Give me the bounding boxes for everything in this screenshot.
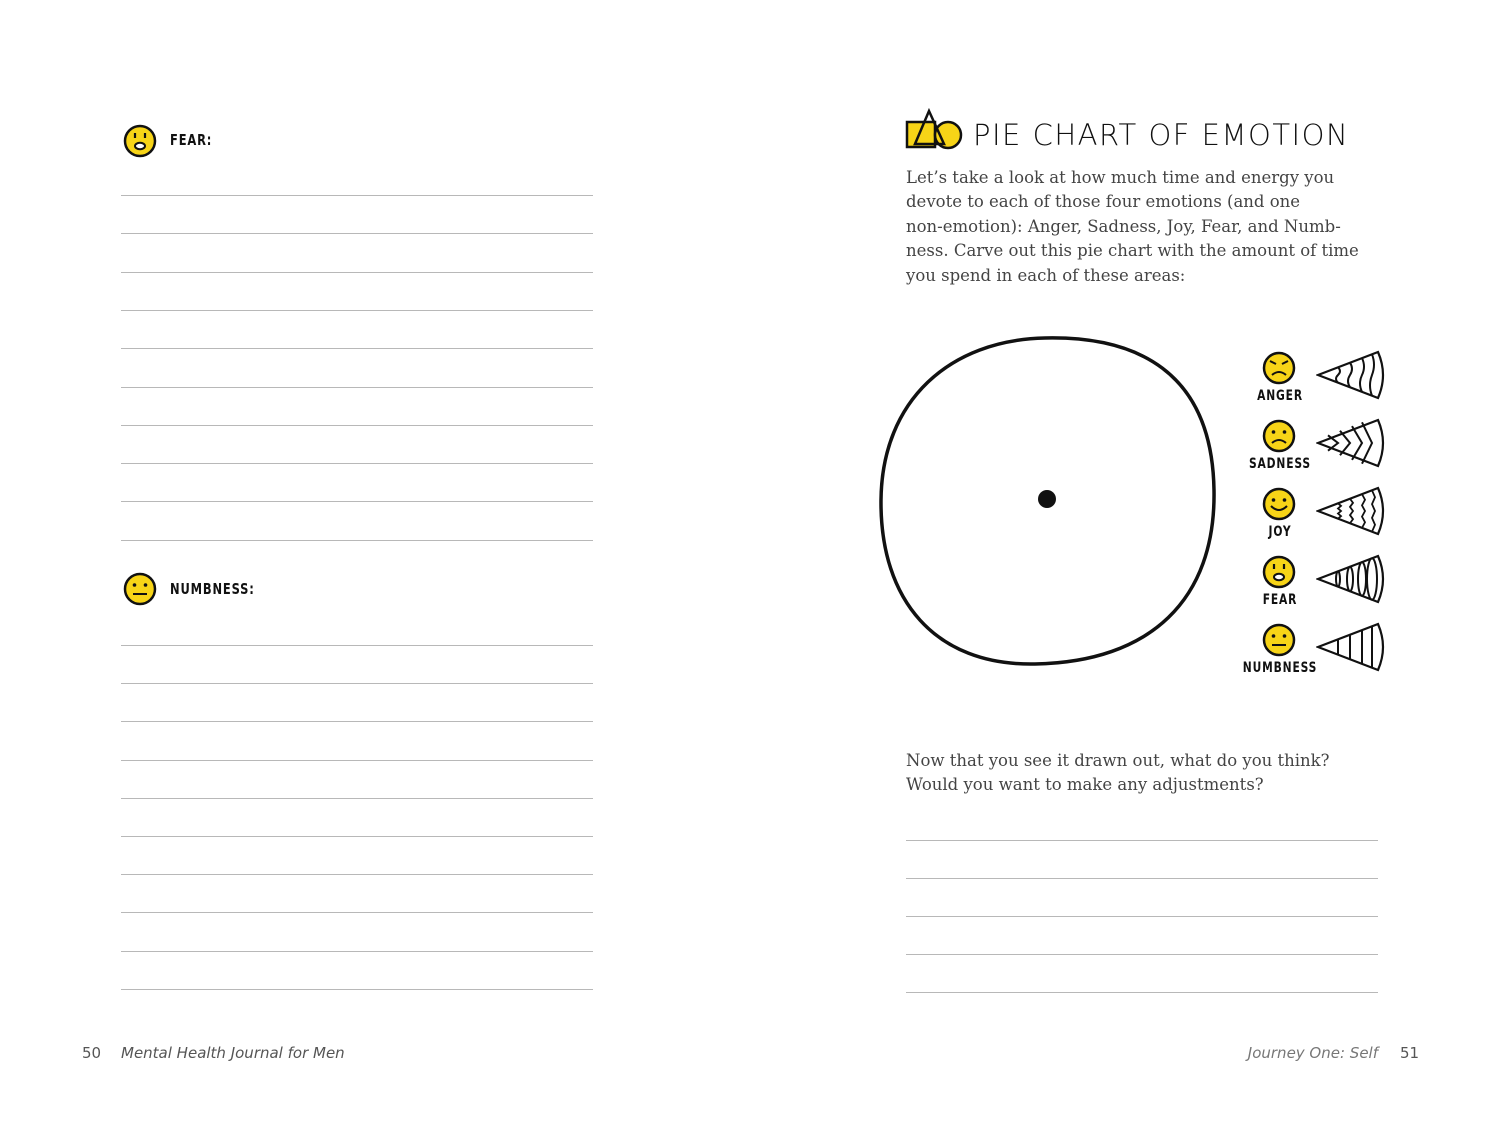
happy-face-icon — [1262, 487, 1296, 521]
section-label-numbness: NUMBNESS: — [170, 580, 255, 598]
intro-paragraph: Let’s take a look at how much time and e… — [906, 166, 1359, 288]
ovals-wedge-icon — [1316, 554, 1385, 604]
writing-line[interactable] — [121, 645, 593, 646]
numbness-face-icon — [1262, 623, 1296, 657]
writing-line[interactable] — [906, 878, 1378, 879]
writing-line[interactable] — [121, 912, 593, 913]
writing-line[interactable] — [121, 425, 593, 426]
text-line: non-emotion): Anger, Sadness, Joy, Fear,… — [906, 216, 1341, 236]
shapes-icon — [905, 108, 963, 150]
legend-label: FEAR — [1262, 592, 1298, 608]
chapter-title: Journey One: Self — [1247, 1044, 1378, 1062]
text-line: ness. Carve out this pie chart with the … — [906, 241, 1359, 261]
angry-face-icon — [1262, 351, 1296, 385]
text-line: Let’s take a look at how much time and e… — [906, 168, 1335, 187]
legend-label: SADNESS — [1248, 456, 1311, 472]
writing-line[interactable] — [121, 989, 593, 990]
wavy-lines-wedge-icon — [1316, 350, 1385, 400]
writing-line[interactable] — [121, 760, 593, 761]
page-number-right: 51 — [1400, 1044, 1420, 1062]
legend-label: JOY — [1268, 524, 1292, 540]
page-number-left: 50 — [82, 1044, 102, 1062]
writing-line[interactable] — [121, 540, 593, 541]
book-title: Mental Health Journal for Men — [121, 1044, 345, 1062]
writing-line[interactable] — [121, 348, 593, 349]
section-label-fear: FEAR: — [170, 131, 213, 149]
writing-line[interactable] — [121, 501, 593, 502]
squiggle-lines-wedge-icon — [1316, 486, 1385, 536]
writing-line[interactable] — [121, 836, 593, 837]
writing-line[interactable] — [906, 954, 1378, 955]
straight-lines-wedge-icon — [1316, 622, 1385, 672]
text-line: Would you want to make any adjustments? — [906, 775, 1264, 795]
writing-line[interactable] — [121, 874, 593, 875]
text-line: Now that you see it drawn out, what do y… — [906, 751, 1330, 770]
fear-face-icon — [1262, 555, 1296, 589]
pie-center-dot — [1038, 490, 1056, 508]
writing-line[interactable] — [121, 195, 593, 196]
writing-line[interactable] — [121, 310, 593, 311]
writing-line[interactable] — [121, 683, 593, 684]
writing-line[interactable] — [121, 233, 593, 234]
writing-line[interactable] — [121, 463, 593, 464]
text-line: devote to each of those four emotions (a… — [906, 192, 1301, 212]
fear-face-icon — [123, 124, 157, 158]
numbness-face-icon — [123, 572, 157, 606]
writing-line[interactable] — [121, 798, 593, 799]
sad-face-icon — [1262, 419, 1296, 453]
legend-label: ANGER — [1257, 388, 1303, 404]
text-line: you spend in each of these areas: — [906, 265, 1186, 285]
writing-line[interactable] — [906, 840, 1378, 841]
chevrons-wedge-icon — [1316, 418, 1385, 468]
writing-line[interactable] — [121, 272, 593, 273]
writing-line[interactable] — [121, 721, 593, 722]
reflection-question: Now that you see it drawn out, what do y… — [906, 749, 1330, 798]
writing-line[interactable] — [906, 916, 1378, 917]
page-title: PIE CHART OF EMOTION — [973, 118, 1350, 152]
pie-chart-circle[interactable] — [870, 330, 1230, 675]
writing-line[interactable] — [121, 387, 593, 388]
legend-label: NUMBNESS — [1242, 660, 1318, 676]
writing-line[interactable] — [906, 992, 1378, 993]
writing-line[interactable] — [121, 951, 593, 952]
